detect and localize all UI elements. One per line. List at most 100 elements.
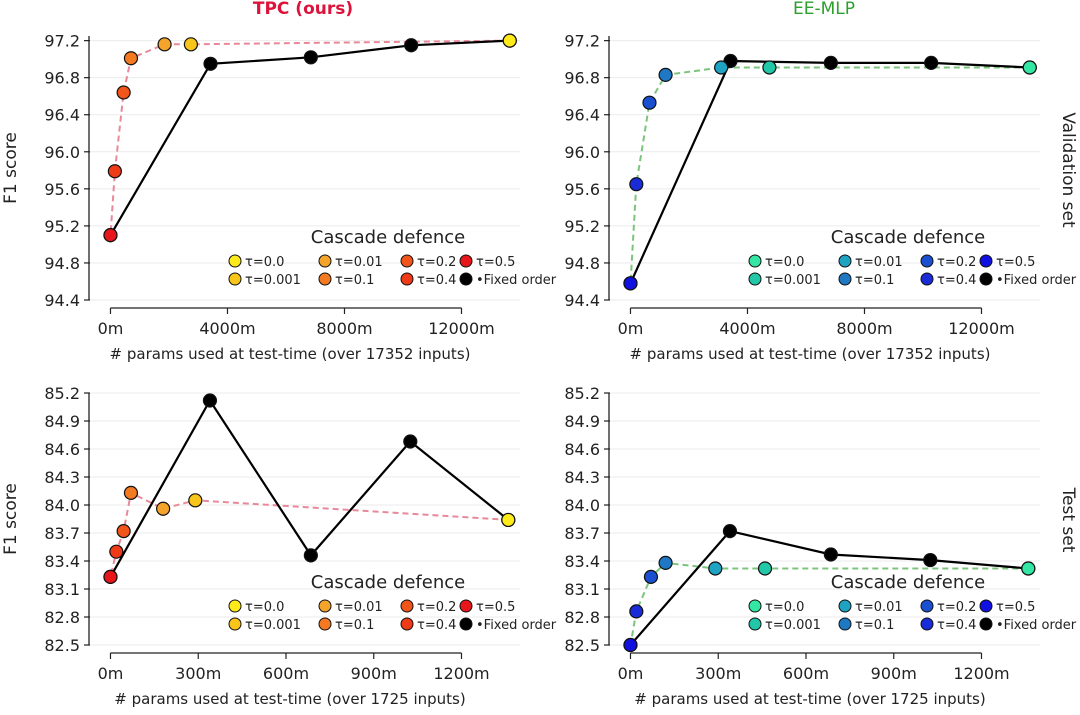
cascade-point: [623, 276, 638, 291]
legend-marker: [748, 254, 762, 268]
legend-marker: [920, 599, 934, 613]
y-tick-label: 83.7: [44, 524, 80, 543]
x-tick-label: 4000m: [199, 319, 255, 338]
legend-marker: [838, 272, 852, 286]
legend-title: Cascade defence: [311, 572, 465, 593]
x-tick-label: 8000m: [316, 319, 372, 338]
legend-label: τ=0.1: [855, 273, 894, 288]
legend-title: Cascade defence: [831, 572, 985, 593]
y-tick-label: 85.2: [564, 384, 600, 403]
legend-label: τ=0.01: [335, 255, 383, 270]
cascade-point: [103, 228, 118, 243]
row-title-test: Test set: [1058, 487, 1078, 553]
legend-title: Cascade defence: [831, 227, 985, 248]
fixed-order-point: [202, 393, 218, 408]
x-tick-label: 300m: [695, 664, 741, 683]
cascade-point: [103, 569, 118, 584]
x-tick-label: 1200m: [953, 664, 1009, 683]
y-tick-label: 82.5: [564, 636, 600, 655]
legend-marker: [318, 272, 332, 286]
panels: 94.4 94.8 95.2 95.6 96.0 96.4 96.8 97.2 0m 4000m 8…: [1, 32, 1077, 708]
legend-label: τ=0.2: [937, 255, 976, 270]
y-tick-label: 84.3: [44, 468, 80, 487]
cascade-line: [109, 39, 510, 236]
legend-marker: [228, 272, 242, 286]
y-tick-label: 85.2: [44, 384, 80, 403]
y-tick-label: 94.8: [564, 254, 600, 273]
y-tick-label: 96.4: [44, 106, 80, 125]
legend-marker: [920, 617, 934, 631]
cascade-point: [714, 60, 729, 75]
cascade-point: [643, 569, 659, 584]
legend-marker: [318, 599, 332, 613]
legend-label: τ=0.4: [417, 273, 456, 288]
fixed-order-point: [923, 552, 938, 568]
x-tick-label: 0m: [98, 319, 124, 338]
y-tick-label: 83.4: [44, 552, 80, 571]
legend-marker: [400, 272, 414, 286]
y-tick-label: 96.4: [564, 106, 600, 125]
y-tick-label: 94.4: [564, 291, 600, 310]
legend-label: τ=0.0: [765, 255, 804, 270]
panel-2: 94.4 94.8 95.2 95.6 96.0 96.4 96.8 97.2 0m 4000m 8…: [564, 32, 1076, 363]
legend-label: τ=0.001: [765, 618, 821, 633]
cascade-point: [642, 95, 657, 110]
y-tick-label: 82.5: [44, 636, 80, 655]
cascade-point: [1021, 561, 1036, 576]
legend-label: τ=0.1: [335, 273, 374, 288]
cascade-point: [708, 561, 723, 576]
legend-label: τ=0.4: [417, 618, 456, 633]
legend-label: τ=0.2: [937, 600, 976, 615]
legend-label: τ=0.01: [855, 255, 903, 270]
cascade-point: [658, 67, 673, 83]
y-tick-label: 95.2: [564, 217, 600, 236]
x-axis-label: # params used at test-time (over 17352 i…: [630, 345, 991, 363]
legend-marker: [228, 599, 242, 613]
legend-marker: [838, 254, 852, 268]
legend-marker: [318, 617, 332, 631]
legend-marker: [979, 272, 993, 286]
x-tick-label: 1200m: [433, 664, 489, 683]
y-tick-label: 83.1: [44, 580, 80, 599]
legend-label: τ=0.2: [417, 600, 456, 615]
cascade-point: [116, 85, 131, 100]
legend-title: Cascade defence: [311, 227, 465, 248]
y-tick-label: 96.0: [44, 143, 80, 162]
y-tick-label: 83.4: [564, 552, 600, 571]
legend-marker: [400, 254, 414, 268]
legend-marker: [459, 617, 473, 631]
cascade-point: [116, 524, 131, 539]
fixed-order-point: [303, 548, 318, 563]
y-axis-label: F1 score: [1, 132, 21, 204]
cascade-point: [1022, 60, 1037, 75]
legend-marker: [228, 254, 242, 268]
legend-marker: [228, 617, 242, 631]
legend-label: τ=0.2: [417, 255, 456, 270]
fixed-order-point: [303, 50, 318, 65]
panel-3: 82.5 82.8 83.1 83.4 83.7 84.0 84.3 84.6 84.9 85.2…: [1, 384, 557, 708]
legend-label: τ=0.1: [855, 618, 894, 633]
fixed-order-point: [722, 524, 738, 539]
y-tick-label: 84.0: [44, 496, 80, 515]
legend-marker: [979, 617, 993, 631]
y-tick-label: 96.0: [564, 143, 600, 162]
legend-label: τ=0.4: [937, 618, 976, 633]
y-tick-label: 82.8: [44, 608, 80, 627]
col-title-tpc: TPC (ours): [253, 0, 353, 19]
legend: Cascade defence τ=0.0 τ=0.001 τ=0.01 τ=0.1 τ=…: [748, 227, 1077, 288]
y-tick-label: 94.8: [44, 254, 80, 273]
col-title-ee-mlp: EE-MLP: [793, 0, 855, 19]
x-tick-label: 0m: [618, 319, 644, 338]
y-tick-label: 96.8: [564, 69, 600, 88]
legend: Cascade defence τ=0.0 τ=0.001 τ=0.01 τ=0.1 τ=…: [748, 572, 1077, 633]
cascade-point: [623, 637, 638, 653]
row-title-validation: Validation set: [1058, 112, 1078, 228]
cascade-point: [109, 544, 124, 559]
legend-label: τ=0.01: [335, 600, 383, 615]
y-tick-label: 97.2: [564, 32, 600, 51]
y-tick-label: 84.3: [564, 468, 600, 487]
y-tick-label: 97.2: [44, 32, 80, 51]
cascade-point: [157, 37, 172, 52]
legend-label: τ=0.0: [765, 600, 804, 615]
